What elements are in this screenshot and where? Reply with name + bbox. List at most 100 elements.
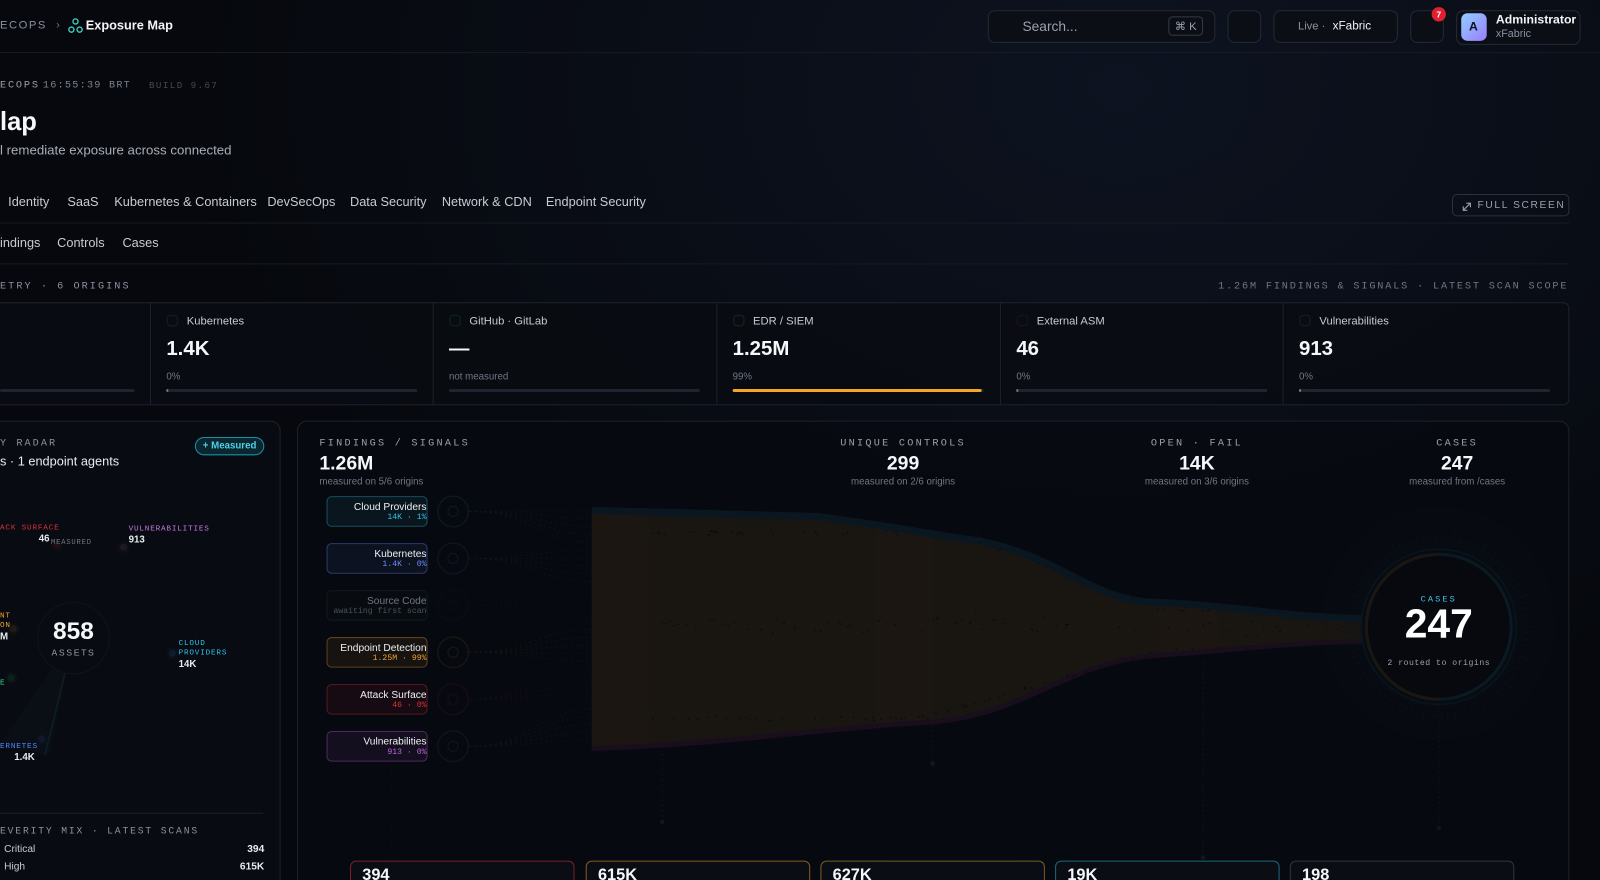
icon <box>72 18 79 25</box>
source-box[interactable] <box>326 730 428 762</box>
flow-panel <box>296 420 1570 880</box>
fullscreen-label[interactable]: FULL SCREEN <box>1477 199 1566 211</box>
radar-point-label: ACK SURFACE <box>0 524 60 533</box>
outcome-value: 19K <box>1067 866 1098 880</box>
radar-panel <box>0 420 281 880</box>
source-name[interactable]: Vulnerabilities <box>363 736 427 748</box>
tab[interactable]: Identity <box>8 194 50 210</box>
fullscreen-button[interactable] <box>1452 193 1570 217</box>
source-detail[interactable]: 46 · 0% <box>392 700 427 711</box>
search-box[interactable] <box>987 10 1216 43</box>
badge-count: 7 <box>1436 9 1442 20</box>
progress-track <box>0 388 135 393</box>
expand-icon <box>1462 202 1471 211</box>
source-detail[interactable]: 1.25M · 99% <box>372 653 427 664</box>
divider <box>0 52 1600 54</box>
subtab[interactable]: Controls <box>57 235 105 251</box>
panel-title: Y RADAR <box>0 438 58 450</box>
refresh-button[interactable] <box>1227 10 1262 43</box>
progress-fill <box>1298 388 1302 393</box>
search-placeholder[interactable]: Search... <box>1022 18 1078 35</box>
live-selector[interactable] <box>1273 10 1398 43</box>
source-box[interactable] <box>326 590 428 621</box>
breadcrumb: ECOPS <box>0 19 47 32</box>
subtab[interactable]: indings <box>0 235 41 251</box>
outcome-card <box>585 860 811 880</box>
source-box[interactable] <box>326 684 428 715</box>
source-name[interactable]: Kubernetes <box>374 548 427 560</box>
source-box[interactable] <box>326 637 428 668</box>
source-detail[interactable]: 913 · 0% <box>387 747 427 757</box>
source-name[interactable]: Source Code <box>366 595 427 607</box>
stat-label: FINDINGS / SIGNALS <box>319 438 471 450</box>
clock: 16:55:39 BRT <box>42 80 132 92</box>
card-note: 0% <box>166 371 181 383</box>
progress-track <box>1298 388 1550 393</box>
divider <box>0 263 1570 265</box>
outcome-card <box>349 860 575 880</box>
separator: › <box>56 19 60 32</box>
tab[interactable]: DevSecOps <box>267 194 336 210</box>
radar-point-label: VULNERABILITIES <box>128 525 210 534</box>
badge <box>194 436 265 456</box>
radar-center-label: ASSETS <box>51 647 96 658</box>
source-name[interactable]: Cloud Providers <box>353 501 427 514</box>
subtab[interactable]: Cases <box>122 235 159 251</box>
source-detail[interactable]: 14K · 1% <box>387 513 427 523</box>
stat-label: OPEN · FAIL <box>1150 438 1243 450</box>
source-name[interactable]: Endpoint Detection <box>340 642 427 654</box>
tab[interactable]: SaaS <box>67 194 99 210</box>
tab[interactable]: Kubernetes & Containers <box>114 194 257 210</box>
tab[interactable]: Data Security <box>349 194 427 210</box>
stat-value: 299 <box>886 453 920 475</box>
page-title: lap <box>0 107 37 137</box>
card-value: 1.25M <box>732 337 790 360</box>
tab[interactable]: Endpoint Security <box>545 194 646 210</box>
stat-note: measured on 3/6 origins <box>1144 476 1249 488</box>
card-name: External ASM <box>1036 315 1105 328</box>
user-org: xFabric <box>1495 27 1532 40</box>
telemetry-row <box>0 302 1570 406</box>
severity-name: Critical <box>4 843 36 856</box>
org: ECOPS <box>0 80 40 92</box>
live-label: Live · <box>1297 20 1326 33</box>
outcome-card <box>1055 860 1280 880</box>
progress-fill <box>732 388 982 393</box>
card-name: Kubernetes <box>186 315 245 328</box>
source-detail[interactable]: 1.4K · 0% <box>382 559 427 570</box>
source-box[interactable] <box>326 496 428 527</box>
progress-track <box>1016 388 1268 393</box>
radar-point-label: E <box>0 679 6 688</box>
shortcut-box <box>1168 16 1204 36</box>
shortcut: ⌘ K <box>1174 20 1197 34</box>
source-name[interactable]: Attack Surface <box>360 689 427 701</box>
radar-point-label: CLOUD PROVIDERS <box>178 640 228 658</box>
severity-count: 615K <box>239 861 265 873</box>
outcome-value: 198 <box>1302 866 1330 880</box>
card-divider <box>432 302 434 406</box>
section-scope: 1.26M FINDINGS & SIGNALS · LATEST SCAN S… <box>1218 281 1569 293</box>
build: BUILD 9.67 <box>148 80 219 91</box>
source-detail[interactable]: awaiting first scan <box>333 606 427 617</box>
outcome-card <box>820 860 1045 880</box>
page-name: Exposure Map <box>85 18 173 33</box>
stat-value: 1.26M <box>319 453 374 475</box>
card-value: 913 <box>1298 337 1334 360</box>
progress-track <box>448 388 700 393</box>
card-divider <box>716 302 718 406</box>
source-box[interactable] <box>326 543 428 574</box>
progress-fill <box>166 388 169 393</box>
stat-note: measured on 5/6 origins <box>319 476 424 488</box>
section-label: ETRY · 6 ORIGINS <box>0 281 131 293</box>
outcome-card <box>1289 860 1515 880</box>
icon <box>76 26 83 33</box>
badge-label: + Measured <box>202 440 257 452</box>
card-note: not measured <box>448 371 509 383</box>
divider <box>0 812 264 814</box>
icon <box>68 26 75 33</box>
outcome-value: 615K <box>597 866 637 880</box>
card-name: Vulnerabilities <box>1319 315 1389 328</box>
tab[interactable]: Network & CDN <box>441 194 532 210</box>
radar-point-label: ERNETES <box>0 742 38 751</box>
